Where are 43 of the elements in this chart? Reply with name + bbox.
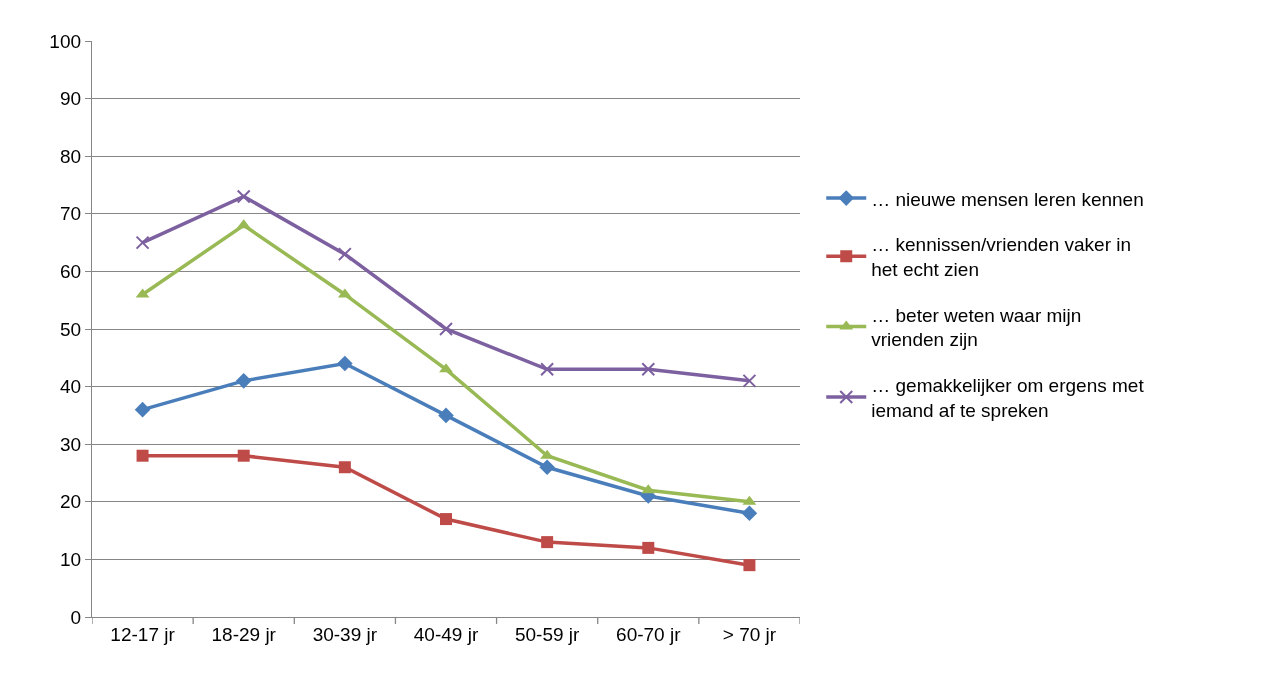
point	[337, 247, 352, 262]
x-tick-label: 40-49 jr	[413, 623, 479, 645]
y-tick-label: 50	[59, 318, 82, 340]
point	[742, 373, 757, 388]
legend-label: … gemakkelijker om ergens met iemand af te spreken	[871, 375, 1145, 421]
x-tick-label: 18-29 jr	[211, 623, 277, 645]
y-tick-label: 10	[59, 549, 82, 571]
y-tick-label: 60	[59, 261, 82, 283]
point	[743, 559, 756, 572]
point	[539, 459, 555, 476]
point	[541, 536, 554, 549]
y-tick-label: 80	[59, 145, 82, 167]
y-tick-label: 20	[59, 491, 82, 513]
legend-label: … kennissen/vrienden vaker in het echt zien	[871, 234, 1132, 280]
point	[135, 235, 150, 250]
point	[235, 373, 252, 389]
point	[641, 362, 656, 377]
point	[338, 461, 351, 474]
point	[540, 362, 555, 377]
point	[136, 449, 149, 462]
point	[438, 407, 454, 424]
point	[134, 401, 151, 418]
point	[741, 505, 758, 522]
y-tick-label: 30	[59, 433, 82, 455]
y-tick-label: 0	[70, 606, 82, 628]
legend-label: … beter weten waar mijn vrienden zijn	[871, 304, 1082, 351]
point	[440, 513, 452, 526]
x-tick-label: 30-39 jr	[312, 623, 378, 645]
y-tick-label: 100	[49, 30, 82, 52]
x-tick-label: 50-59 jr	[514, 623, 581, 645]
y-tick-label: 90	[59, 88, 82, 110]
point	[236, 189, 251, 204]
point	[439, 322, 453, 336]
point	[439, 363, 453, 373]
point	[642, 541, 655, 554]
point	[237, 449, 250, 462]
x-tick-label: 60-70 jr	[616, 623, 682, 645]
x-tick-label: > 70 jr	[722, 623, 777, 645]
x-tick-label: 12-17 jr	[110, 623, 176, 645]
y-tick-label: 70	[59, 203, 82, 225]
y-tick-label: 40	[59, 376, 82, 398]
legend-label: … nieuwe mensen leren kennen	[871, 188, 1144, 210]
point	[337, 355, 353, 372]
